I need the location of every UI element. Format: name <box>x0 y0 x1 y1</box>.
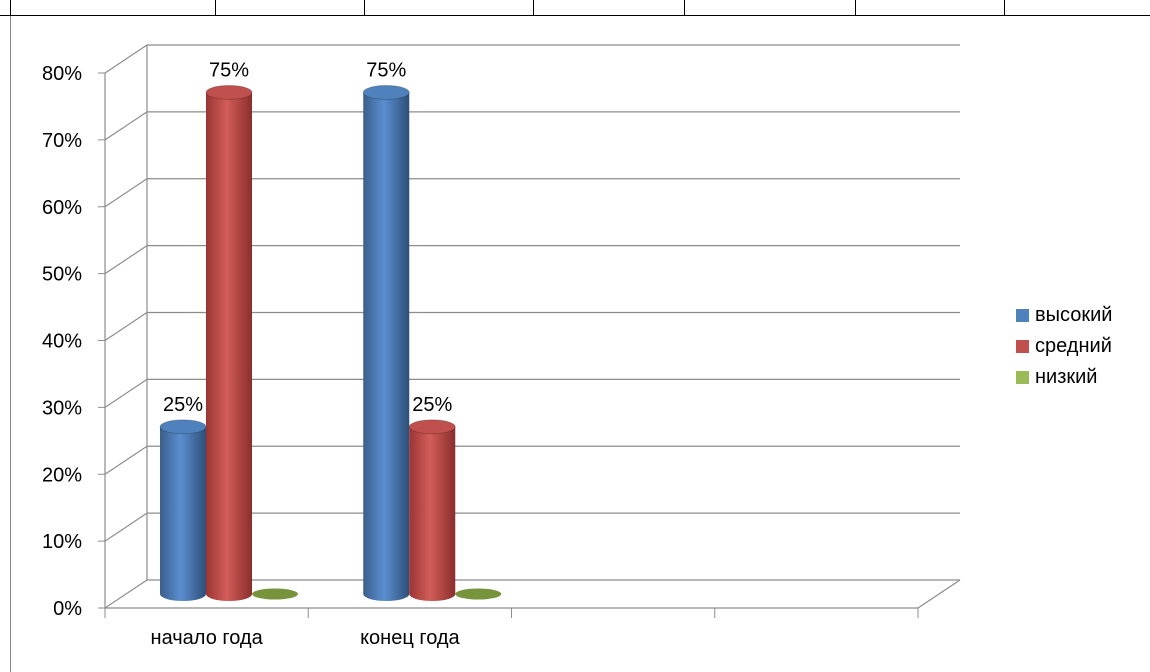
legend-item-medium: средний <box>1016 331 1112 362</box>
legend-label-medium: средний <box>1035 335 1112 357</box>
legend-item-high: высокий <box>1016 300 1112 331</box>
data-label: 75% <box>209 59 249 81</box>
y-tick-label: 40% <box>42 331 82 353</box>
chart-legend: высокий средний низкий <box>1016 300 1112 393</box>
legend-label-high: высокий <box>1035 304 1113 326</box>
y-tick-label: 20% <box>42 464 82 486</box>
x-category-label: начало года <box>151 627 264 649</box>
y-tick-label: 70% <box>42 130 82 152</box>
bar <box>205 85 253 601</box>
legend-swatch-high <box>1016 309 1029 322</box>
bar <box>455 588 502 600</box>
legend-label-low: низкий <box>1035 366 1098 388</box>
bar <box>362 85 410 601</box>
y-tick-label: 50% <box>42 264 82 286</box>
bar <box>159 419 207 601</box>
y-tick-label: 60% <box>42 197 82 219</box>
data-label: 25% <box>412 394 452 416</box>
legend-swatch-low <box>1016 371 1029 384</box>
data-label: 25% <box>163 394 203 416</box>
chart-plot: 0% 10% 20% 30% 40% 50% 60% 70% 80% начало года кон… <box>10 16 961 672</box>
bar <box>408 419 456 602</box>
table-border-strip <box>0 0 1150 16</box>
bar <box>252 588 298 600</box>
legend-swatch-medium <box>1016 340 1029 353</box>
x-category-label: конец года <box>360 627 460 649</box>
y-tick-label: 80% <box>42 63 82 85</box>
chart-container: 0% 10% 20% 30% 40% 50% 60% 70% 80% начало года кон… <box>0 16 1150 672</box>
legend-item-low: низкий <box>1016 362 1112 393</box>
y-tick-label: 0% <box>53 598 82 620</box>
data-label: 75% <box>366 59 406 81</box>
y-tick-label: 10% <box>42 531 82 553</box>
y-tick-label: 30% <box>42 397 82 419</box>
